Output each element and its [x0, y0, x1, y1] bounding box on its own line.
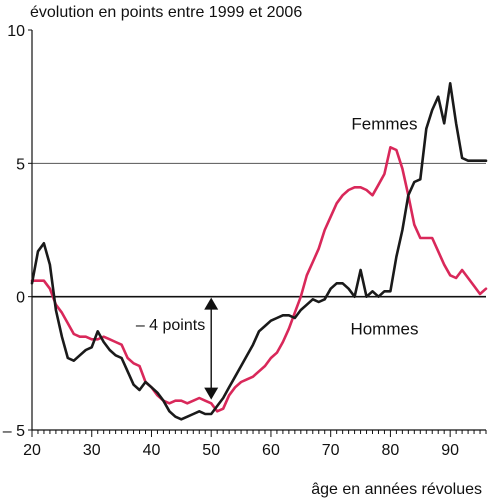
- annotation-arrow-head-up: [204, 297, 219, 310]
- label-layer: Femmes Hommes: [350, 114, 418, 338]
- series-label-femmes: Femmes: [351, 114, 417, 133]
- x-tick-label: 40: [143, 442, 161, 459]
- annotation-layer: – 4 points: [136, 297, 219, 400]
- series-layer: [30, 82, 488, 421]
- x-tick-label: 70: [322, 442, 340, 459]
- x-tick-label: 20: [23, 442, 41, 459]
- x-tick-label: 50: [202, 442, 220, 459]
- grid-layer: [32, 162, 486, 298]
- x-axis-label: âge en années révolues: [311, 481, 482, 498]
- y-tick-label: 0: [16, 290, 25, 307]
- x-tick-label: 30: [83, 442, 101, 459]
- y-tick-label: 5: [16, 156, 25, 173]
- series-label-hommes: Hommes: [350, 320, 418, 339]
- series-line-hommes: [30, 82, 488, 421]
- x-tick-label: 90: [441, 442, 459, 459]
- y-tick-label: 10: [7, 23, 25, 40]
- x-tick-label: 80: [382, 442, 400, 459]
- series-line-femmes: [30, 146, 488, 413]
- y-tick-label: – 5: [3, 423, 25, 440]
- axes-layer: – 5 0 5 10 20 30 40 50 60 70 80 90: [3, 23, 487, 459]
- annotation-label: – 4 points: [136, 317, 205, 334]
- annotation-arrow-head-down: [204, 387, 219, 400]
- x-tick-label: 60: [262, 442, 280, 459]
- chart-title: évolution en points entre 1999 et 2006: [30, 4, 302, 21]
